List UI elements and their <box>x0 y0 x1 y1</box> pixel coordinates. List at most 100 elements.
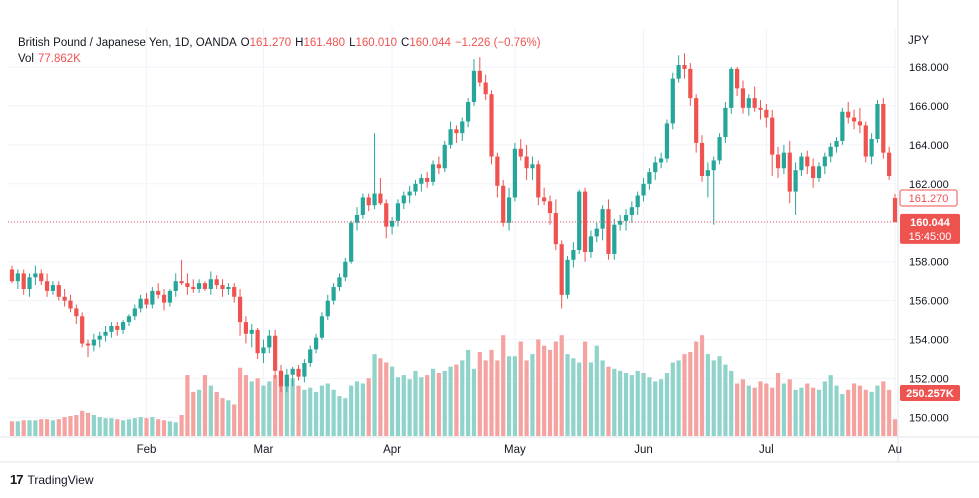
volume-bar <box>161 420 167 436</box>
volume-bar <box>506 356 512 436</box>
candle-body <box>208 279 213 289</box>
volume-bar <box>828 375 833 436</box>
volume-bar <box>15 421 20 436</box>
volume-bar <box>109 418 114 436</box>
candle-body <box>735 68 740 89</box>
volume-bar <box>448 366 453 436</box>
candle-body <box>9 269 15 282</box>
candle-body <box>366 197 371 206</box>
volume-bar <box>115 419 120 436</box>
volume-bar <box>50 420 56 436</box>
x-tick-label: May <box>504 444 526 456</box>
candle-body <box>851 117 857 122</box>
candle-body <box>594 228 599 237</box>
volume-bar <box>887 389 892 436</box>
volume-bar <box>471 368 477 436</box>
volume-bar <box>179 415 184 436</box>
volume-bar <box>501 335 506 436</box>
candle-body <box>477 70 482 83</box>
volume-bar <box>612 368 617 436</box>
open-label: O <box>240 37 250 49</box>
candle-body <box>337 277 342 288</box>
volume-badge <box>900 385 960 401</box>
volume-bar <box>278 370 284 436</box>
candle-body <box>811 166 816 178</box>
volume-bar <box>565 354 570 436</box>
volume-bar <box>869 391 874 436</box>
candle-body <box>226 287 231 289</box>
volume-bar <box>202 375 208 436</box>
candle-body <box>635 195 640 208</box>
low-value: 160.010 <box>355 37 398 49</box>
volume-bar <box>249 381 254 436</box>
volume-bar <box>811 387 816 436</box>
volume-bar <box>489 349 494 436</box>
candle-layer <box>9 53 898 393</box>
candle-body <box>553 213 558 245</box>
x-tick-label: Au <box>888 444 902 456</box>
candle-body <box>56 285 61 297</box>
candle-body <box>179 281 184 284</box>
volume-bar <box>56 419 61 436</box>
volume-bar <box>284 379 289 436</box>
candle-body <box>536 164 541 198</box>
y-tick-label: 154.000 <box>909 335 949 347</box>
candle-body <box>892 198 898 222</box>
candle-body <box>442 144 447 169</box>
volume-bar <box>144 418 149 436</box>
candle-body <box>606 209 611 254</box>
volume-bar <box>688 352 693 436</box>
candle-body <box>816 166 822 178</box>
candle-body <box>97 335 102 340</box>
volume-bar <box>618 370 623 436</box>
x-tick-label: Feb <box>137 444 157 456</box>
candle-body <box>758 107 763 110</box>
volume-bar <box>419 377 424 436</box>
volume-bar <box>530 354 535 436</box>
close-value: 160.044 <box>409 37 451 49</box>
volume-bar <box>477 352 482 436</box>
volume-bar <box>542 345 547 436</box>
volume-bar <box>360 383 365 436</box>
candle-body <box>261 347 266 354</box>
volume-bar <box>91 415 96 436</box>
volume-bar <box>261 385 266 436</box>
candle-body <box>21 273 26 289</box>
volume-bar <box>711 360 716 436</box>
volume-bar <box>413 370 418 436</box>
volume-bar <box>308 387 313 436</box>
candle-body <box>202 283 208 289</box>
volume-bar <box>103 418 108 436</box>
volume-bar <box>319 385 325 436</box>
candle-body <box>781 152 786 169</box>
candle-body <box>232 287 237 297</box>
volume-bar <box>436 373 441 436</box>
y-tick-label: 152.000 <box>909 374 949 386</box>
candle-body <box>542 197 547 202</box>
candle-body <box>705 170 710 177</box>
volume-bar <box>191 391 196 436</box>
tradingview-branding[interactable]: 17 TradingView <box>10 472 94 487</box>
candle-body <box>430 164 436 182</box>
candle-body <box>384 203 389 227</box>
volume-bar <box>460 360 465 436</box>
candle-body <box>319 316 325 338</box>
candle-body <box>273 335 278 371</box>
candle-body <box>857 121 863 126</box>
candle-body <box>793 170 798 192</box>
volume-bar <box>723 364 728 436</box>
candle-body <box>296 368 301 377</box>
candle-body <box>805 156 810 167</box>
grid-layer <box>8 28 898 437</box>
candle-body <box>524 156 529 169</box>
volume-bar <box>425 375 430 436</box>
volume-bar <box>571 358 576 436</box>
y-tick-label: 168.000 <box>909 62 949 74</box>
volume-bar <box>366 378 371 436</box>
volume-bar <box>582 341 588 436</box>
candle-body <box>647 172 652 184</box>
volume-bar <box>466 349 471 436</box>
last-price-badge <box>900 213 960 244</box>
